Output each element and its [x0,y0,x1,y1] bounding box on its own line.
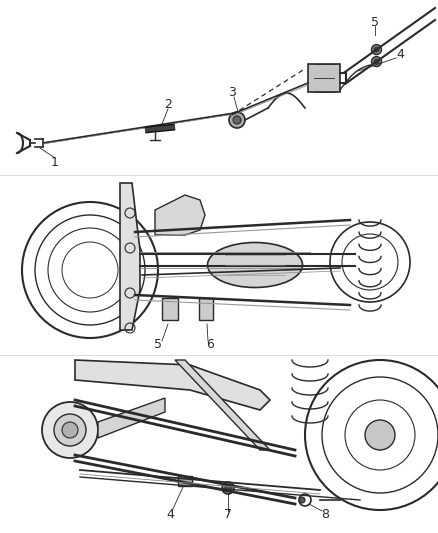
Text: 4: 4 [396,49,404,61]
FancyBboxPatch shape [162,298,178,320]
Circle shape [233,116,241,124]
Text: 2: 2 [164,99,172,111]
Circle shape [374,59,379,64]
Circle shape [371,45,381,54]
Circle shape [229,112,245,128]
Text: 4: 4 [166,508,174,521]
FancyBboxPatch shape [199,298,213,320]
Circle shape [299,497,305,503]
Circle shape [371,56,381,67]
FancyBboxPatch shape [308,64,340,92]
Circle shape [62,422,78,438]
Text: 6: 6 [206,338,214,351]
Circle shape [222,482,234,494]
Polygon shape [98,398,165,438]
Text: 3: 3 [228,86,236,100]
Text: 8: 8 [321,508,329,521]
Text: 7: 7 [224,508,232,521]
Text: 1: 1 [51,156,59,168]
Text: 5: 5 [154,338,162,351]
Ellipse shape [208,243,303,287]
Polygon shape [155,195,205,235]
Circle shape [225,485,231,491]
Polygon shape [175,360,270,450]
Circle shape [54,414,86,446]
Circle shape [374,47,379,52]
Circle shape [299,494,311,506]
FancyBboxPatch shape [178,476,192,486]
Polygon shape [120,183,140,330]
Circle shape [365,420,395,450]
Circle shape [42,402,98,458]
Text: 5: 5 [371,15,379,28]
Polygon shape [75,360,270,410]
